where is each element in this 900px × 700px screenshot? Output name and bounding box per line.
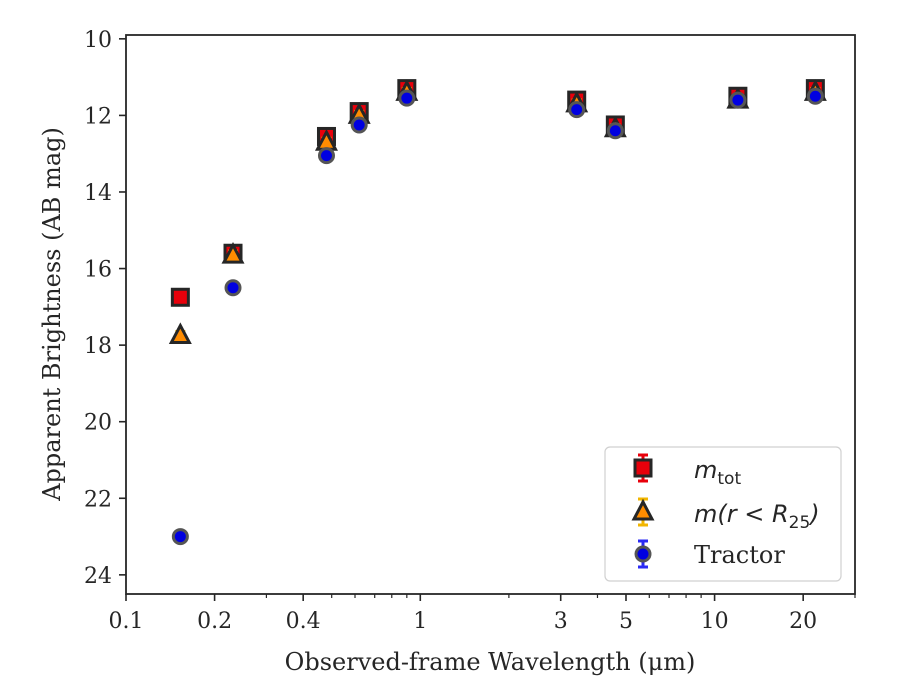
marker-mr25-1 (221, 241, 245, 264)
legend-symbol-mtot (633, 458, 653, 478)
legend-frame (604, 446, 842, 582)
marker-tractor-6 (606, 122, 624, 140)
legend-markers (631, 453, 655, 569)
point-tractor-8 (806, 87, 824, 105)
marker-tractor-1 (224, 279, 242, 297)
legend-mtot-base: m (694, 456, 717, 484)
legend-label-tractor: Tractor (694, 541, 785, 569)
x-tick-label-0: 0.1 (109, 609, 144, 634)
marker-tractor-5 (568, 101, 586, 119)
point-tractor-3 (350, 116, 368, 134)
legend-label-mtot: mtot (694, 456, 741, 489)
legend: mtot m(r < R25) Tractor (604, 446, 842, 582)
legend-label-mr25: m(r < R25) (694, 500, 820, 533)
x-tick-label-6: 10 (701, 609, 729, 634)
point-tractor-5 (568, 101, 586, 119)
x-tick-label-3: 1 (413, 609, 427, 634)
y-tick-label-7: 24 (84, 564, 112, 589)
point-mr25-1 (221, 241, 245, 264)
axis-ticks: 0.1 0.2 0.4 1 3 5 10 20 10 12 14 16 18 20 22 24 (84, 28, 856, 634)
point-mr25-2 (314, 128, 338, 151)
x-tick-label-4: 3 (554, 609, 568, 634)
y-tick-label-5: 20 (84, 411, 112, 436)
point-tractor-1 (224, 279, 242, 297)
marker-tractor-7 (729, 91, 747, 109)
point-mr25-0 (168, 322, 192, 345)
marker-tractor-8 (806, 87, 824, 105)
point-tractor-6 (606, 122, 624, 140)
x-tick-label-5: 5 (619, 609, 633, 634)
legend-marker-tractor (634, 539, 652, 569)
legend-marker-mr25 (631, 497, 655, 527)
y-tick-label-4: 18 (84, 334, 112, 359)
legend-symbol-mr25 (631, 498, 655, 521)
point-tractor-4 (398, 89, 416, 107)
x-tick-label-1: 0.2 (197, 609, 232, 634)
y-tick-label-6: 22 (84, 487, 112, 512)
data-points (168, 79, 827, 546)
y-tick-label-0: 10 (84, 28, 112, 53)
x-tick-label-7: 20 (789, 609, 817, 634)
legend-marker-mtot (633, 453, 653, 483)
marker-mtot-0 (170, 287, 190, 307)
marker-tractor-0 (171, 528, 189, 546)
legend-mr25-post: ) (808, 500, 819, 528)
point-tractor-0 (171, 528, 189, 546)
marker-tractor-4 (398, 89, 416, 107)
plot-frame (125, 34, 856, 595)
legend-mtot-sub: tot (717, 469, 741, 489)
marker-tractor-3 (350, 116, 368, 134)
legend-symbol-tractor (634, 545, 652, 563)
point-tractor-7 (729, 91, 747, 109)
y-axis-label: Apparent Brightness (AB mag) (38, 127, 66, 502)
x-axis-label: Observed-frame Wavelength (μm) (285, 648, 696, 676)
marker-mr25-0 (168, 322, 192, 345)
x-tick-label-2: 0.4 (286, 609, 321, 634)
y-tick-label-1: 12 (84, 104, 112, 129)
point-tractor-2 (317, 147, 335, 165)
point-mtot-0 (170, 287, 190, 307)
legend-mr25-sub: 25 (789, 513, 811, 533)
y-tick-label-3: 16 (84, 258, 112, 283)
y-tick-label-2: 14 (84, 181, 112, 206)
legend-mr25-pre: m(r < R (694, 500, 789, 528)
marker-tractor-2 (317, 147, 335, 165)
